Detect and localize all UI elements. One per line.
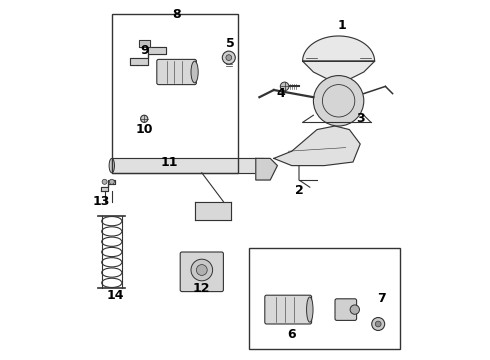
Circle shape bbox=[372, 318, 385, 330]
Circle shape bbox=[191, 259, 213, 281]
Polygon shape bbox=[139, 40, 149, 47]
Text: 9: 9 bbox=[140, 44, 148, 57]
Ellipse shape bbox=[109, 158, 115, 173]
Circle shape bbox=[280, 82, 289, 91]
FancyBboxPatch shape bbox=[180, 252, 223, 292]
Text: 12: 12 bbox=[193, 282, 211, 294]
Circle shape bbox=[350, 305, 360, 314]
Text: 4: 4 bbox=[277, 87, 285, 100]
Circle shape bbox=[102, 179, 107, 184]
Polygon shape bbox=[303, 36, 374, 79]
Text: 2: 2 bbox=[294, 184, 303, 197]
Text: 14: 14 bbox=[107, 289, 124, 302]
Circle shape bbox=[196, 265, 207, 275]
Bar bbox=[248, 248, 400, 349]
Ellipse shape bbox=[191, 61, 198, 83]
Polygon shape bbox=[256, 158, 277, 180]
Text: 6: 6 bbox=[288, 328, 296, 341]
Bar bbox=[112, 14, 238, 173]
Text: 13: 13 bbox=[92, 195, 110, 208]
Ellipse shape bbox=[307, 297, 313, 322]
Text: 11: 11 bbox=[161, 156, 178, 168]
Text: 8: 8 bbox=[172, 8, 181, 21]
Text: 1: 1 bbox=[338, 19, 346, 32]
Circle shape bbox=[141, 115, 148, 122]
Text: 7: 7 bbox=[377, 292, 386, 305]
Circle shape bbox=[375, 321, 381, 327]
Circle shape bbox=[222, 51, 235, 64]
Polygon shape bbox=[274, 126, 360, 166]
FancyBboxPatch shape bbox=[265, 295, 312, 324]
FancyBboxPatch shape bbox=[335, 299, 357, 320]
FancyBboxPatch shape bbox=[157, 59, 196, 85]
Polygon shape bbox=[130, 47, 166, 65]
Text: 10: 10 bbox=[135, 123, 153, 136]
Text: 5: 5 bbox=[226, 37, 235, 50]
Circle shape bbox=[314, 76, 364, 126]
Circle shape bbox=[109, 179, 114, 184]
Text: 3: 3 bbox=[356, 112, 365, 125]
Polygon shape bbox=[112, 158, 263, 173]
Polygon shape bbox=[101, 180, 116, 191]
Circle shape bbox=[226, 55, 232, 60]
Polygon shape bbox=[195, 202, 231, 220]
